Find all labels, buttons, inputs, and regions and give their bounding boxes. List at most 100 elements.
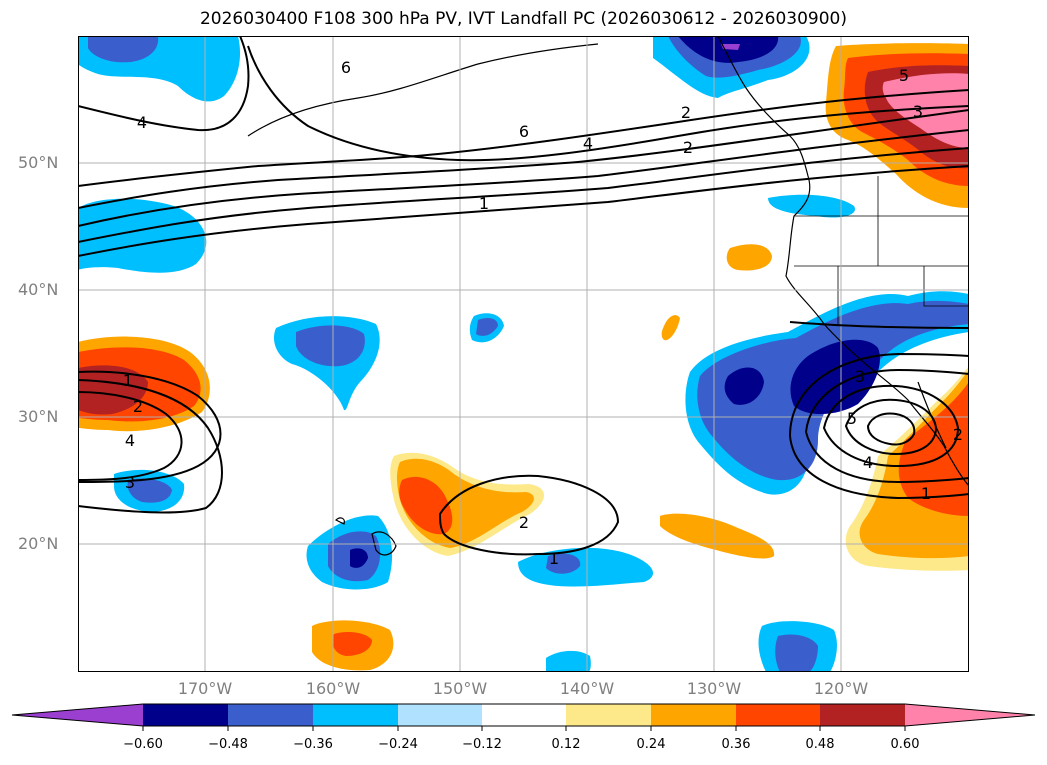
anomaly-northeast-pacific-core: [678, 36, 779, 63]
map-title: 2026030400 F108 300 hPa PV, IVT Landfall…: [199, 9, 847, 29]
colorbar-extend-right: [905, 704, 1035, 726]
contour-label: 4: [863, 453, 873, 472]
east-low-contour-3: [822, 384, 960, 468]
colorbar-tick-label: 0.24: [636, 737, 666, 752]
anomaly-west-low-south-core: [127, 478, 172, 503]
contour-label: 4: [125, 431, 135, 450]
colorbar-segment: [398, 704, 482, 726]
contour-label: 6: [341, 58, 351, 77]
lon-label-160w: 160°W: [305, 679, 361, 698]
east-low-contour-1: [789, 352, 969, 500]
anomaly-pnw-coast: [768, 194, 856, 218]
coastline-north-america: [717, 36, 969, 487]
west-low-contour-2: [78, 391, 183, 481]
pv-negative-anomalies: [78, 36, 969, 672]
colorbar-tick-label: −0.60: [123, 737, 163, 752]
anomaly-subtropical-west-core: [296, 325, 365, 367]
lon-label-130w: 130°W: [686, 679, 742, 698]
east-low-contour-outer: [789, 321, 969, 329]
lon-label-170w: 170°W: [177, 679, 233, 698]
anomaly-nw-corner-core: [88, 36, 159, 63]
anomaly-baja-trough-core-west: [724, 367, 764, 405]
west-low-contour-outer: [78, 379, 223, 514]
colorbar-segment: [143, 704, 228, 726]
state-borders: [794, 176, 969, 326]
colorbar-segment: [651, 704, 736, 726]
anomaly-small-ridge-mid: [726, 244, 772, 271]
colorbar-tick-label: −0.24: [378, 737, 418, 752]
contour-label: 1: [479, 194, 489, 213]
colorbar-tick-label: 0.60: [890, 737, 920, 752]
anomaly-south-west-core: [332, 632, 372, 656]
east-low-contour-5: [866, 412, 916, 446]
contour-label: 3: [913, 102, 923, 121]
jet-contour-6: [78, 89, 969, 187]
anomaly-small-ridge-center: [661, 315, 680, 341]
colorbar-segment: [228, 704, 313, 726]
east-low-contour-4: [844, 398, 938, 456]
colorbar-tick-label: −0.36: [293, 737, 333, 752]
anomaly-baja-trough-core: [790, 339, 880, 415]
lon-label-150w: 150°W: [432, 679, 488, 698]
colorbar: [11, 703, 1036, 731]
contour-labels: 6 4 2 1 4 6 2 5 3 1 2 4 3 2 1 5 4 1 2 3: [123, 58, 963, 568]
central-low-contour-1: [438, 474, 620, 556]
colorbar-tick-label: −0.48: [208, 737, 248, 752]
anomaly-east-subtropic-core: [546, 553, 581, 574]
contour-label: 2: [681, 103, 691, 122]
gridlines: [78, 36, 969, 672]
colorbar-extend-left: [12, 704, 143, 726]
colorbar-tick-label: −0.12: [462, 737, 502, 752]
colorbar-tick-label: 0.48: [805, 737, 835, 752]
contour-label: 2: [133, 397, 143, 416]
anomaly-south-east-core: [775, 634, 818, 672]
anomaly-small-central-core: [476, 318, 498, 336]
colorbar-segment: [736, 704, 820, 726]
jet-contour-inner: [78, 165, 969, 257]
anomaly-west-ridge-core: [78, 365, 148, 415]
jet-contour-2: [78, 129, 969, 227]
lat-label-20n: 20°N: [18, 534, 59, 553]
jet-contour-4: [78, 109, 969, 209]
coastlines: [247, 36, 969, 556]
east-low-contour-2: [805, 368, 969, 484]
ivt-contours: [78, 36, 969, 556]
coastline-hawaii-small: [334, 517, 345, 525]
anomaly-east-tongue: [660, 513, 775, 559]
coastline-alaska: [247, 43, 599, 137]
colorbar-segment: [482, 704, 566, 726]
lat-label-30n: 30°N: [18, 407, 59, 426]
west-low-contour-1: [78, 370, 222, 483]
colorbar-segment: [313, 704, 398, 726]
contour-label: 1: [921, 484, 931, 503]
anomaly-central-ridge-core: [399, 476, 453, 535]
colorbar-tick-label: 0.12: [551, 737, 581, 752]
map-frame: [78, 36, 969, 672]
anomaly-hawaii-core: [350, 548, 368, 568]
contour-label: 4: [583, 134, 593, 153]
jet-contour-1: [78, 147, 969, 243]
colorbar-segment: [820, 704, 905, 726]
contour-label: 2: [683, 138, 693, 157]
contour-label: 2: [953, 425, 963, 444]
contour-label: 3: [855, 367, 865, 386]
colorbar-segment: [566, 704, 651, 726]
anomaly-northeast-pacific-peak: [721, 44, 740, 50]
colorbar-tick-label: 0.36: [721, 737, 751, 752]
contour-label: 5: [847, 409, 857, 428]
alaska-contour-6: [247, 45, 969, 162]
contour-label: 1: [123, 371, 133, 390]
map-panel: 6 4 2 1 4 6 2 5 3 1 2 4 3 2 1 5 4 1 2 3: [78, 36, 969, 672]
alaska-contour-4: [78, 36, 250, 132]
lon-label-120w: 120°W: [813, 679, 869, 698]
coastline-hawaii-big: [371, 531, 397, 556]
anomaly-south-central: [546, 650, 591, 672]
lon-label-140w: 140°W: [559, 679, 615, 698]
contour-label: 2: [519, 513, 529, 532]
contour-label: 4: [137, 113, 147, 132]
lat-label-50n: 50°N: [18, 153, 59, 172]
contour-label: 1: [549, 549, 559, 568]
contour-label: 6: [519, 122, 529, 141]
contour-label: 3: [125, 473, 135, 492]
contour-label: 5: [899, 66, 909, 85]
